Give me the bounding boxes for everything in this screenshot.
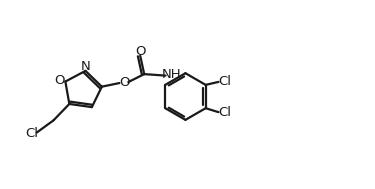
Text: O: O <box>55 74 65 87</box>
Text: Cl: Cl <box>218 106 231 119</box>
Text: N: N <box>81 60 91 73</box>
Text: O: O <box>120 76 130 89</box>
Text: Cl: Cl <box>218 75 231 88</box>
Text: NH: NH <box>162 68 182 81</box>
Text: Cl: Cl <box>26 126 38 139</box>
Text: O: O <box>135 45 146 58</box>
